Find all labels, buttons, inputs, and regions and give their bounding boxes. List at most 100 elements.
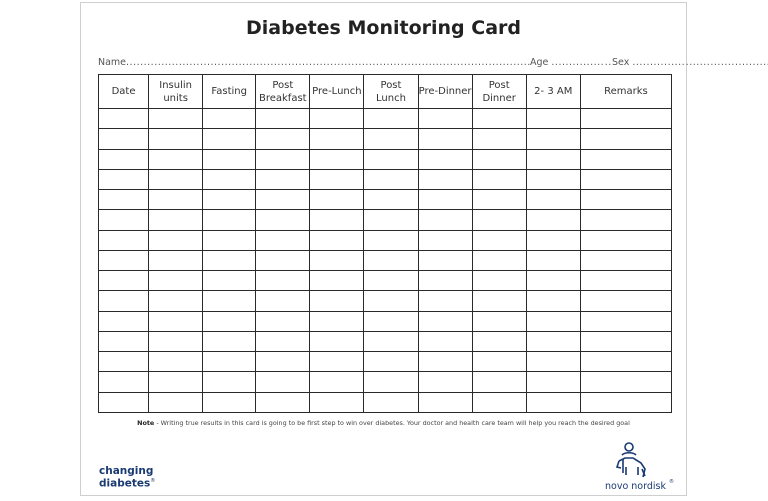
table-cell[interactable] [525,168,581,191]
table-cell[interactable] [363,249,419,272]
table-cell[interactable] [417,290,473,312]
table-cell[interactable] [579,249,673,272]
table-cell[interactable] [363,209,419,231]
table-cell[interactable] [363,371,419,393]
table-cell[interactable] [255,351,311,373]
table-cell[interactable] [309,229,365,251]
table-cell[interactable] [97,270,150,292]
table-cell[interactable] [525,107,581,130]
table-cell[interactable] [525,249,581,272]
table-cell[interactable] [202,290,257,312]
table-cell[interactable] [471,290,527,312]
table-cell[interactable] [148,330,204,353]
table-cell[interactable] [202,128,257,150]
table-cell[interactable] [97,209,150,231]
table-cell[interactable] [579,107,673,130]
table-cell[interactable] [97,107,150,130]
table-cell[interactable] [471,371,527,393]
table-cell[interactable] [471,330,527,353]
table-cell[interactable] [97,249,150,272]
table-cell[interactable] [309,209,365,231]
table-cell[interactable] [525,229,581,251]
table-cell[interactable] [579,391,673,414]
table-cell[interactable] [255,107,311,130]
table-cell[interactable] [202,209,257,231]
table-cell[interactable] [202,310,257,332]
table-cell[interactable] [97,330,150,353]
sex-field[interactable]: Sex ............... [612,57,686,68]
table-cell[interactable] [202,270,257,292]
table-cell[interactable] [148,168,204,191]
table-cell[interactable] [97,391,150,414]
table-cell[interactable] [363,290,419,312]
table-cell[interactable] [417,270,473,292]
table-cell[interactable] [525,310,581,332]
table-cell[interactable] [97,351,150,373]
table-cell[interactable] [148,270,204,292]
table-cell[interactable] [255,391,311,414]
table-cell[interactable] [363,310,419,332]
table-cell[interactable] [417,128,473,150]
table-cell[interactable] [471,249,527,272]
table-cell[interactable] [363,168,419,191]
table-cell[interactable] [255,270,311,292]
table-cell[interactable] [471,168,527,191]
table-cell[interactable] [417,391,473,414]
table-cell[interactable] [471,351,527,373]
table-cell[interactable] [97,148,150,170]
table-cell[interactable] [363,107,419,130]
table-cell[interactable] [309,189,365,211]
table-cell[interactable] [579,189,673,211]
table-cell[interactable] [579,330,673,353]
table-cell[interactable] [148,107,204,130]
table-cell[interactable] [148,371,204,393]
table-cell[interactable] [525,290,581,312]
table-cell[interactable] [417,148,473,170]
table-cell[interactable] [471,229,527,251]
table-cell[interactable] [255,330,311,353]
table-cell[interactable] [309,371,365,393]
table-cell[interactable] [309,107,365,130]
table-cell[interactable] [471,189,527,211]
table-cell[interactable] [363,229,419,251]
table-cell[interactable] [417,209,473,231]
table-cell[interactable] [309,330,365,353]
table-cell[interactable] [97,168,150,191]
table-cell[interactable] [579,371,673,393]
table-cell[interactable] [363,351,419,373]
table-cell[interactable] [148,310,204,332]
table-cell[interactable] [579,229,673,251]
table-cell[interactable] [579,270,673,292]
table-cell[interactable] [309,270,365,292]
table-cell[interactable] [148,128,204,150]
table-cell[interactable] [97,290,150,312]
table-cell[interactable] [525,148,581,170]
table-cell[interactable] [202,148,257,170]
table-cell[interactable] [417,330,473,353]
table-cell[interactable] [202,229,257,251]
table-cell[interactable] [309,351,365,373]
table-cell[interactable] [202,107,257,130]
table-cell[interactable] [148,209,204,231]
table-cell[interactable] [255,290,311,312]
table-cell[interactable] [255,148,311,170]
table-cell[interactable] [525,371,581,393]
table-cell[interactable] [255,168,311,191]
table-cell[interactable] [255,189,311,211]
table-cell[interactable] [417,351,473,373]
table-cell[interactable] [363,189,419,211]
table-cell[interactable] [417,107,473,130]
table-cell[interactable] [579,128,673,150]
table-cell[interactable] [525,270,581,292]
table-cell[interactable] [202,330,257,353]
table-cell[interactable] [97,229,150,251]
table-cell[interactable] [417,168,473,191]
table-cell[interactable] [148,351,204,373]
table-cell[interactable] [579,310,673,332]
table-cell[interactable] [417,371,473,393]
table-cell[interactable] [97,128,150,150]
table-cell[interactable] [525,189,581,211]
table-cell[interactable] [309,290,365,312]
table-cell[interactable] [471,310,527,332]
table-cell[interactable] [579,209,673,231]
